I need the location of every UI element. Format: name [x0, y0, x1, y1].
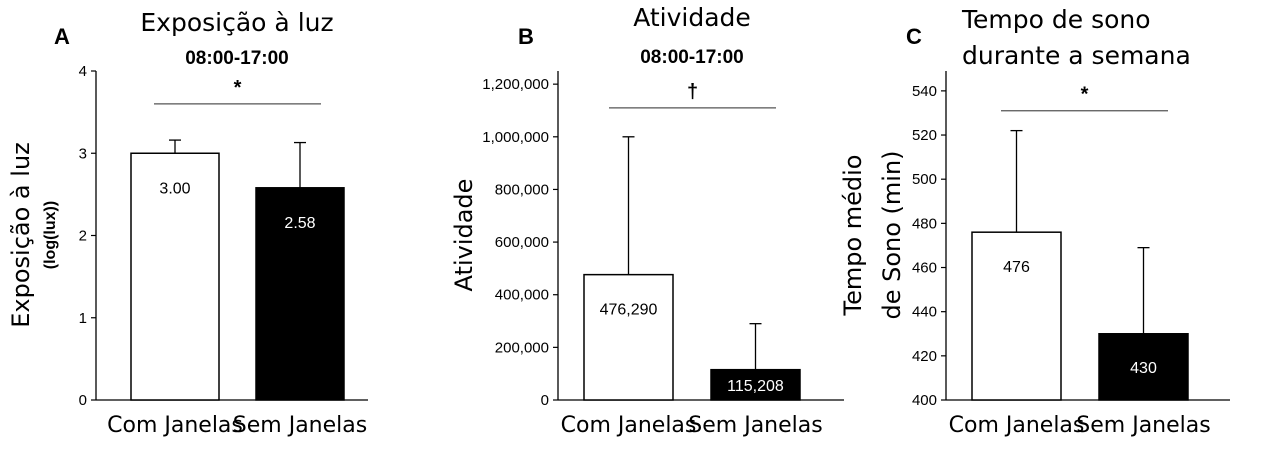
panel-a-letter: A: [54, 24, 70, 49]
panel-c-ylabel-line-2: de Sono (min): [878, 150, 906, 319]
panel-b-value-label: 476,290: [600, 302, 658, 319]
panel-b-ytick-label: 400,000: [495, 287, 549, 304]
panel-b-value-label: 115,208: [727, 378, 784, 395]
panel-a-significance-marker: *: [234, 77, 242, 99]
panel-a-ytick-label: 4: [79, 63, 87, 80]
panel-b-ytick-label: 0: [541, 392, 549, 409]
panel-b-ytick-label: 200,000: [495, 339, 549, 356]
panel-a-ylabel-unit: (log(lux)): [42, 201, 59, 269]
panel-a-ytick-label: 3: [79, 145, 87, 162]
panel-c-value-label: 476: [1003, 259, 1030, 276]
panel-b-bar-com-janelas: [583, 273, 674, 401]
panel-c-ytick-label: 520: [912, 127, 937, 144]
panel-a-ylabel: Exposição à luz: [7, 142, 35, 327]
panel-b-significance-marker: †: [687, 81, 698, 103]
panel-b-ylabel: Atividade: [450, 179, 478, 292]
panel-a-bar-com-janelas: [130, 152, 220, 401]
panel-b-title: Atividade: [633, 3, 751, 32]
panel-c-bar-sem-janelas: [1098, 333, 1189, 401]
panel-a-subtitle: 08:00-17:00: [185, 48, 289, 69]
panel-a-value-label: 2.58: [284, 215, 315, 232]
panel-b-ytick-label: 600,000: [495, 234, 549, 251]
panel-c-significance-marker: *: [1081, 84, 1089, 106]
panel-c-category-label: Com Janelas: [949, 413, 1085, 438]
panel-c-ytick-label: 420: [912, 348, 937, 365]
panel-b-category-label: Sem Janelas: [688, 413, 822, 438]
panel-c-ytick-label: 480: [912, 215, 937, 232]
panel-a-ytick-label: 0: [79, 392, 87, 409]
panel-b-letter: B: [518, 24, 534, 49]
panel-c-ytick-label: 460: [912, 260, 937, 277]
panel-c-title-line-1: Tempo de sono: [961, 5, 1151, 34]
panel-a-value-label: 3.00: [159, 180, 190, 197]
panel-c-bar-com-janelas: [971, 231, 1062, 401]
panel-c-title-line-2: durante a semana: [962, 41, 1191, 70]
panel-c-ytick-label: 540: [912, 83, 937, 100]
panel-b-ytick-label: 1,000,000: [482, 129, 549, 146]
panel-c-ytick-label: 400: [912, 392, 937, 409]
panel-a-category-label: Com Janelas: [107, 413, 243, 438]
panel-b-bar-sem-janelas: [710, 368, 801, 401]
panel-c-ytick-label: 500: [912, 171, 937, 188]
panel-b-category-label: Com Janelas: [561, 413, 697, 438]
panel-b-subtitle: 08:00-17:00: [640, 47, 744, 68]
panel-c-letter: C: [906, 24, 922, 49]
panel-a-title: Exposição à luz: [140, 8, 333, 37]
panel-b-ytick-label: 1,200,000: [482, 76, 549, 93]
panel-a-ytick-label: 1: [79, 310, 87, 327]
panel-c-ylabel-line-1: Tempo médio: [839, 154, 867, 316]
panel-c-category-label: Sem Janelas: [1076, 413, 1210, 438]
panel-b-ytick-label: 800,000: [495, 181, 549, 198]
panel-c-ytick-label: 440: [912, 304, 937, 321]
panel-c-value-label: 430: [1130, 360, 1157, 377]
panel-a-ytick-label: 2: [79, 228, 87, 245]
panel-a-bar-sem-janelas: [255, 187, 345, 401]
panel-a-category-label: Sem Janelas: [233, 413, 367, 438]
